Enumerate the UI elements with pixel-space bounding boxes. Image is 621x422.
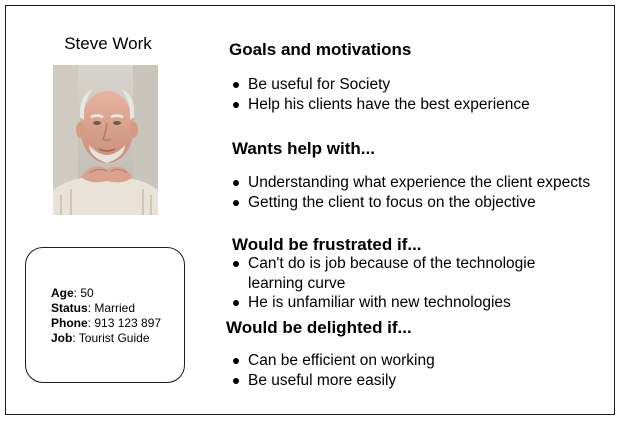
- delighted-item: Be useful more easily: [230, 371, 435, 391]
- phone-label: Phone: [51, 316, 88, 330]
- age-value: : 50: [73, 286, 94, 300]
- frustrated-item: Can't do is job because of the technolog…: [230, 254, 535, 274]
- frustrated-item-continuation: learning curve: [230, 274, 535, 294]
- persona-name: Steve Work: [64, 34, 152, 53]
- frustrated-item: He is unfamiliar with new technologies: [230, 293, 535, 313]
- frustrated-title: Would be frustrated if...: [232, 235, 422, 254]
- wants-help-title: Wants help with...: [232, 139, 375, 158]
- person-portrait-image: [53, 65, 158, 215]
- phone-value: : 913 123 897: [87, 316, 162, 330]
- wants-help-list: Understanding what experience the client…: [230, 173, 590, 212]
- goals-title: Goals and motivations: [229, 40, 412, 59]
- job-row: Job: Tourist Guide: [51, 331, 161, 346]
- status-label: Status: [51, 301, 88, 315]
- delighted-list: Can be efficient on working Be useful mo…: [230, 351, 435, 390]
- job-label: Job: [51, 331, 73, 345]
- persona-photo: [53, 65, 158, 215]
- delighted-title: Would be delighted if...: [226, 318, 412, 337]
- age-label: Age: [51, 286, 74, 300]
- goals-list: Be useful for Society Help his clients h…: [230, 75, 530, 114]
- persona-info-list: Age: 50 Status: Married Phone: 913 123 8…: [51, 286, 161, 346]
- frustrated-list: Can't do is job because of the technolog…: [230, 254, 535, 313]
- status-value: : Married: [87, 301, 136, 315]
- phone-row: Phone: 913 123 897: [51, 316, 161, 331]
- goals-item: Be useful for Society: [230, 75, 530, 95]
- delighted-item: Can be efficient on working: [230, 351, 435, 371]
- status-row: Status: Married: [51, 301, 161, 316]
- age-row: Age: 50: [51, 286, 161, 301]
- persona-info-box: Age: 50 Status: Married Phone: 913 123 8…: [25, 247, 185, 383]
- frustrated-item-continuation-text: learning curve: [248, 274, 346, 292]
- wants-help-item: Understanding what experience the client…: [230, 173, 590, 193]
- wants-help-item: Getting the client to focus on the objec…: [230, 193, 590, 213]
- job-value: : Tourist Guide: [72, 331, 150, 345]
- goals-item: Help his clients have the best experienc…: [230, 95, 530, 115]
- persona-card-frame: [5, 5, 615, 415]
